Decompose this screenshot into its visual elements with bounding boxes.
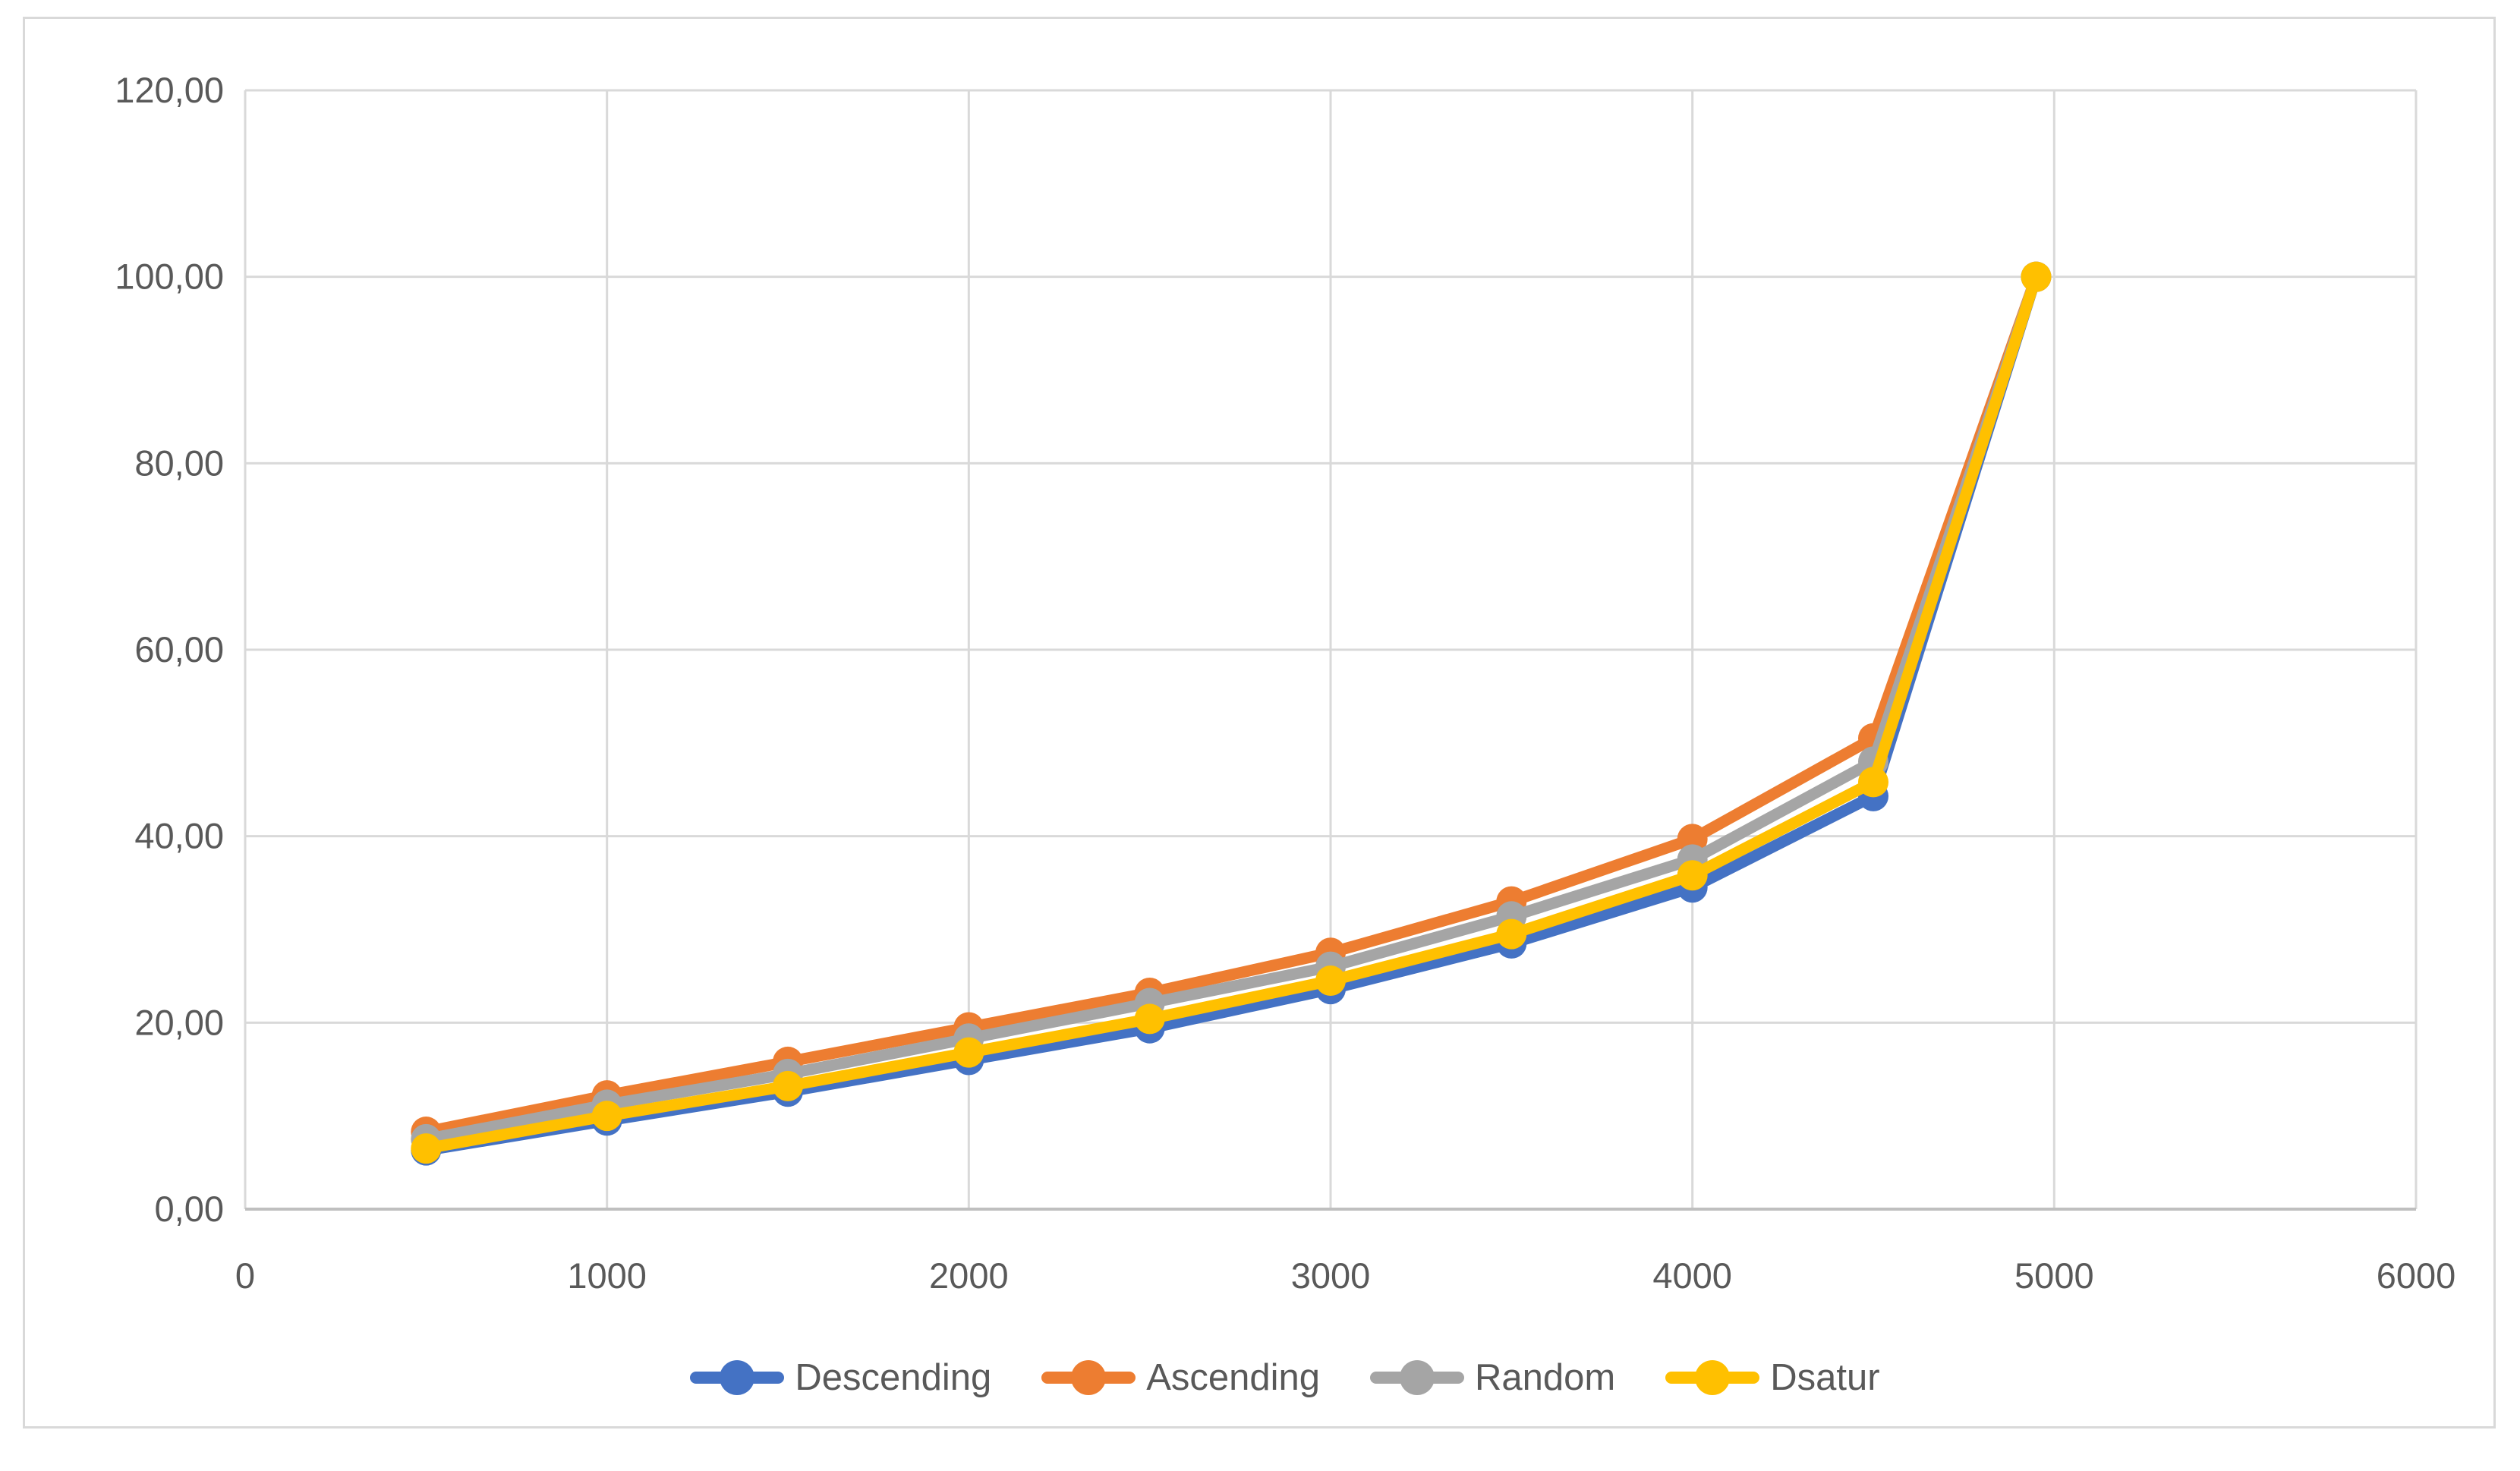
marker-dsatur-4950 (2021, 261, 2052, 292)
chart-frame: 0,00 20,00 40,00 60,00 80,00 100,00 120,00 0 100… (23, 17, 2496, 1428)
marker-dsatur-2000 (953, 1037, 984, 1068)
x-tick-label-3000: 3000 (1291, 1255, 1371, 1296)
marker-dsatur-4500 (1858, 767, 1888, 798)
marker-dsatur-1500 (773, 1070, 803, 1101)
marker-dsatur-3000 (1315, 965, 1346, 997)
x-tick-label-6000: 6000 (2377, 1255, 2456, 1296)
legend-label-random: Random (1475, 1356, 1616, 1398)
line-chart-plot: 0,00 20,00 40,00 60,00 80,00 100,00 120,00 0 100… (115, 70, 2455, 1296)
marker-dsatur-3500 (1496, 918, 1527, 950)
series-descending (411, 261, 2052, 1166)
legend-dot-random (1400, 1360, 1435, 1395)
legend-marker-icon (1041, 1358, 1136, 1397)
legend-marker-icon (1665, 1358, 1760, 1397)
x-tick-label-5000: 5000 (2014, 1255, 2094, 1296)
y-tick-label-0: 0,00 (155, 1189, 224, 1229)
y-tick-label-100: 100,00 (115, 257, 224, 297)
x-tick-label-4000: 4000 (1652, 1255, 1732, 1296)
legend-dot-dsatur (1695, 1360, 1731, 1395)
marker-dsatur-500 (411, 1133, 442, 1164)
legend-marker-icon (690, 1358, 785, 1397)
marker-dsatur-4000 (1677, 860, 1708, 891)
y-tick-label-20: 20,00 (134, 1002, 224, 1042)
series-line-descending (420, 271, 2042, 1157)
x-tick-label-1000: 1000 (567, 1255, 647, 1296)
y-tick-label-40: 40,00 (134, 816, 224, 856)
legend-item-random: Random (1370, 1358, 1615, 1397)
legend-dot-descending (720, 1360, 755, 1395)
legend-label-descending: Descending (795, 1356, 992, 1398)
y-tick-label-80: 80,00 (134, 443, 224, 483)
series-random (411, 261, 2052, 1154)
y-tick-label-120: 120,00 (115, 70, 224, 110)
series-line-ascending (420, 271, 2042, 1138)
legend-item-ascending: Ascending (1041, 1358, 1320, 1397)
x-tick-label-0: 0 (235, 1255, 255, 1296)
x-tick-label-2000: 2000 (929, 1255, 1009, 1296)
legend-label-ascending: Ascending (1146, 1356, 1321, 1398)
legend-marker-icon (1370, 1358, 1465, 1397)
series-line-random (420, 271, 2042, 1145)
legend-dot-ascending (1071, 1360, 1107, 1395)
legend-label-dsatur: Dsatur (1770, 1356, 1880, 1398)
axis-tick-labels: 0,00 20,00 40,00 60,00 80,00 100,00 120,00 0 100… (115, 70, 2455, 1296)
marker-dsatur-1000 (591, 1101, 622, 1132)
legend-item-dsatur: Dsatur (1665, 1356, 1880, 1398)
marker-dsatur-2500 (1134, 1003, 1165, 1035)
gridlines (244, 89, 2418, 1209)
chart-legend: Descending Ascending Random Dsatur (25, 1347, 2520, 1408)
series-line-dsatur (420, 271, 2042, 1154)
y-tick-label-60: 60,00 (134, 629, 224, 669)
legend-item-descending: Descending (690, 1358, 991, 1397)
series-dsatur (411, 261, 2052, 1164)
